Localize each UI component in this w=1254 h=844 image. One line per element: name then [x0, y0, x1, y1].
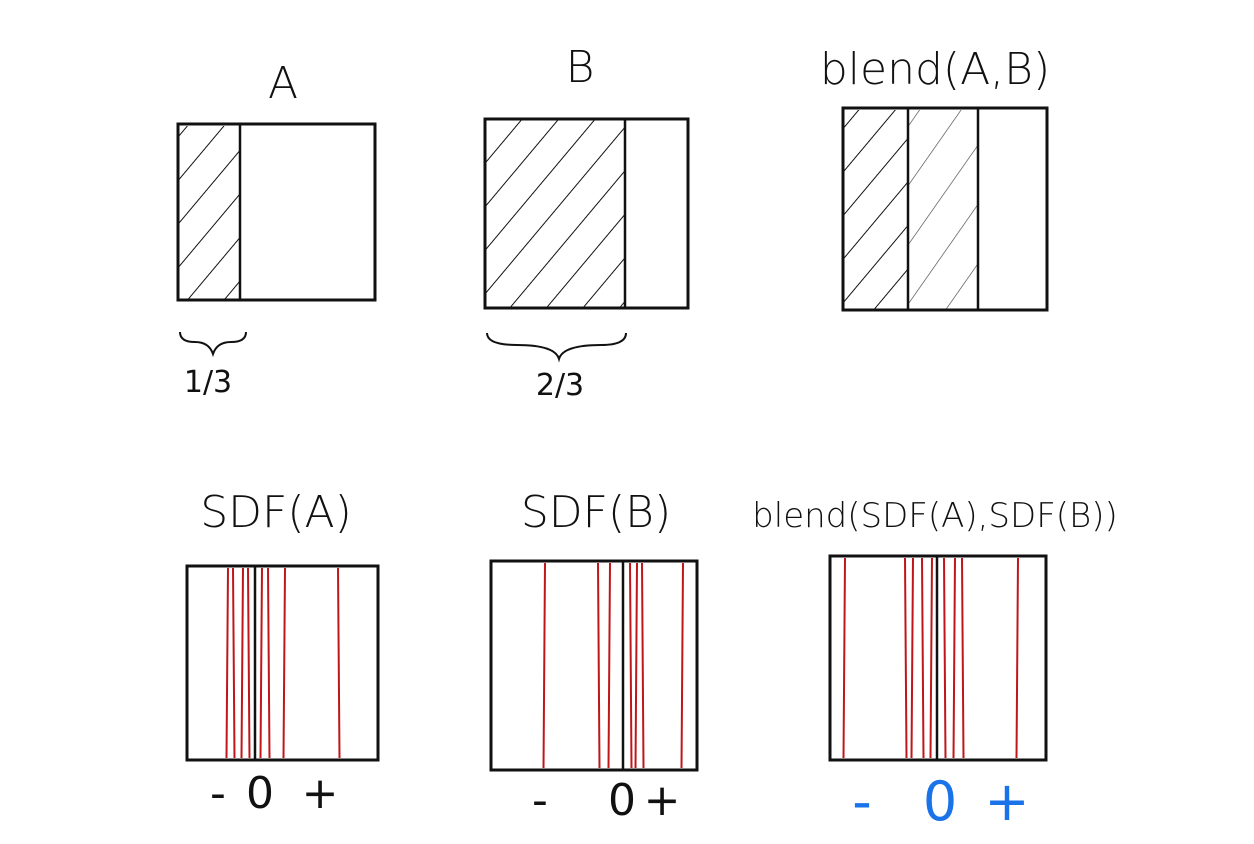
- distance-line: [943, 557, 947, 759]
- distance-line: [634, 562, 638, 769]
- box: [483, 117, 690, 310]
- title: A: [268, 58, 298, 109]
- distance-line: [961, 557, 965, 759]
- distance-line: [680, 562, 684, 769]
- title: B: [566, 42, 595, 93]
- title: SDF(B): [521, 487, 671, 538]
- sign-label: -: [852, 770, 872, 833]
- distance-line: [337, 567, 341, 759]
- distance-line: [259, 567, 263, 759]
- box: [185, 564, 380, 762]
- distance-line: [607, 562, 611, 769]
- box: [489, 559, 699, 772]
- hatched-region: [178, 126, 240, 300]
- distance-line: [225, 567, 229, 759]
- box: [176, 122, 377, 302]
- distance-line: [542, 562, 546, 769]
- distance-line: [929, 557, 933, 759]
- sign-label: +: [644, 775, 681, 826]
- fraction-label: 2/3: [536, 368, 584, 403]
- brace: [179, 331, 247, 358]
- distance-line: [641, 562, 645, 769]
- distance-line: [910, 557, 914, 759]
- sign-label: +: [302, 768, 339, 819]
- distance-line: [952, 557, 956, 759]
- distance-line: [240, 567, 244, 759]
- sign-label: 0: [246, 768, 274, 819]
- hatched-region: [843, 110, 908, 310]
- distance-line: [921, 557, 925, 759]
- title: blend(A,B): [820, 44, 1050, 95]
- distance-line: [1015, 557, 1019, 759]
- sign-label: 0: [923, 770, 957, 833]
- hatched-region: [908, 110, 978, 310]
- sign-label: -: [210, 768, 226, 819]
- hatched-region: [485, 120, 625, 308]
- distance-line: [282, 567, 286, 759]
- title: SDF(A): [200, 487, 352, 538]
- sign-label: +: [984, 770, 1029, 833]
- box: [841, 106, 1049, 312]
- distance-line: [629, 562, 633, 769]
- distance-line: [904, 557, 908, 759]
- distance-line: [232, 567, 236, 759]
- title: blend(SDF(A),SDF(B)): [752, 496, 1118, 536]
- distance-line: [247, 567, 251, 759]
- sign-label: 0: [608, 775, 636, 826]
- distance-line: [267, 567, 271, 759]
- fraction-label: 1/3: [184, 365, 232, 400]
- distance-line: [842, 557, 846, 759]
- brace: [486, 332, 627, 363]
- distance-line: [597, 562, 601, 769]
- sign-label: -: [532, 775, 548, 826]
